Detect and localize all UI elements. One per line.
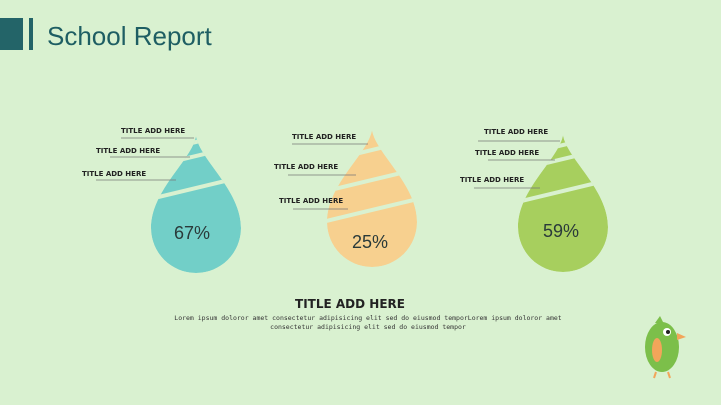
drop-value: 59% [543,221,579,241]
header-title: School Report [47,21,213,51]
drop-label: TITLE ADD HERE [274,163,338,171]
drop [151,136,241,273]
drop-label: TITLE ADD HERE [121,127,185,135]
drop-label: TITLE ADD HERE [96,147,160,155]
header-block [0,18,23,50]
footer-text: Lorem ipsum doloror amet consectetur adi… [174,314,562,331]
drop-value: 25% [352,232,388,252]
drop-label: TITLE ADD HERE [460,176,524,184]
drop-label: TITLE ADD HERE [475,149,539,157]
drop-label: TITLE ADD HERE [292,133,356,141]
header-bar [29,18,33,50]
drop-value: 67% [174,223,210,243]
bird-illustration [645,316,686,379]
drop-label: TITLE ADD HERE [82,170,146,178]
drop-label: TITLE ADD HERE [279,197,343,205]
drop-label: TITLE ADD HERE [484,128,548,136]
footer-title: TITLE ADD HERE [295,297,405,311]
